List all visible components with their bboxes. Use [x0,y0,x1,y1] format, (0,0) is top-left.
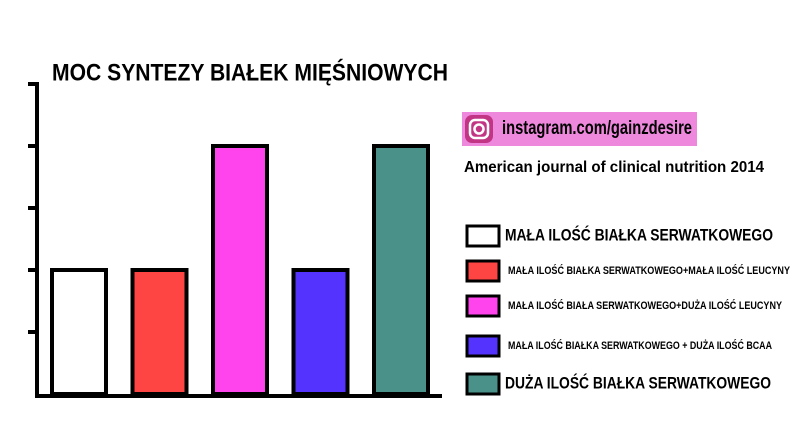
legend-swatch [465,259,501,283]
bar [372,144,430,396]
legend-label: DUŻA ILOŚĆ BIAŁKA SERWATKOWEGO [505,373,771,392]
chart-title: MOC SYNTEZY BIAŁEK MIĘŚNIOWYCH [52,58,448,86]
bar [291,268,350,396]
legend-swatch [465,294,501,318]
legend-swatch [465,334,501,358]
legend-label: MAŁA ILOŚĆ BIAŁA SERWATKOWEGO+DUŻA ILOŚĆ… [508,299,783,312]
source-handle: instagram.com/gainzdesire [502,118,692,139]
legend-label: MAŁA ILOŚĆ BIAŁKA SERWATKOWEGO + DUŻA IL… [508,339,772,352]
legend-label: MAŁA ILOŚĆ BIAŁKA SERWATKOWEGO+MAŁA ILOŚ… [508,264,791,277]
instagram-icon-lens [473,123,485,135]
legend-swatch [465,372,501,396]
bar [130,268,189,396]
handle-badge [462,112,697,146]
citation: American journal of clinical nutrition 2… [464,159,764,176]
bar [211,144,269,396]
bar [50,268,108,396]
legend-swatch [465,224,501,248]
legend-label: MAŁA ILOŚĆ BIAŁKA SERWATKOWEGO [505,225,773,244]
instagram-icon-frame [468,118,490,140]
